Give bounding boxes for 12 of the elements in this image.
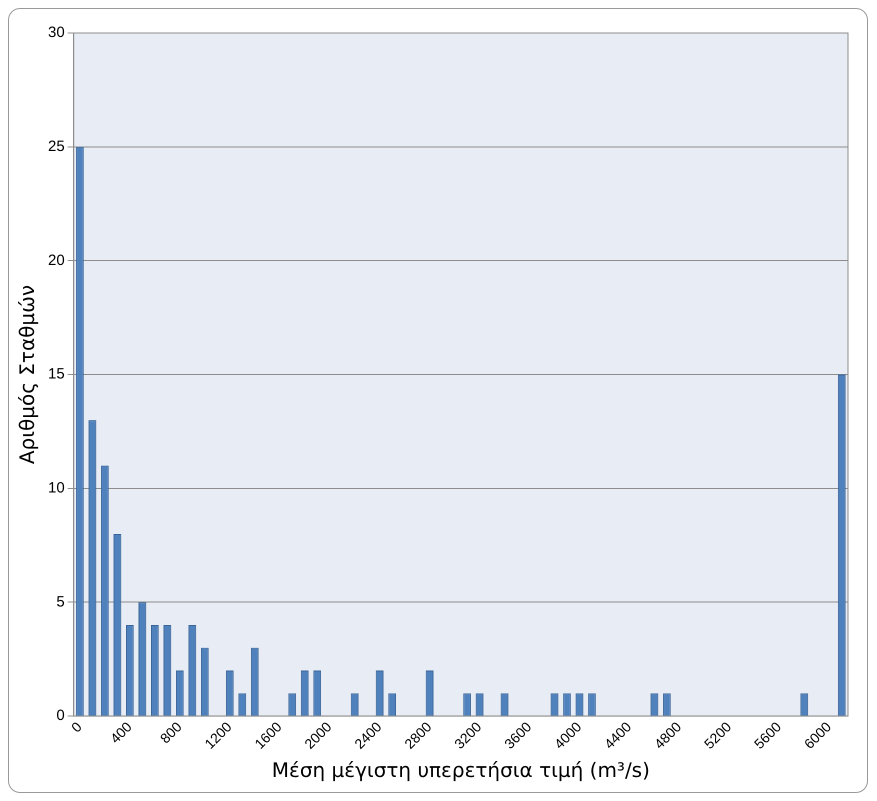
x-tick-label: 800: [156, 718, 185, 746]
y-tick-label: 0: [56, 707, 65, 724]
x-axis-title: Μέση μέγιστη υπερετήσια τιμή (m³/s): [272, 758, 650, 782]
y-tick-label: 5: [56, 593, 65, 610]
y-tick-label: 10: [48, 480, 65, 497]
x-tick-label: 0: [68, 718, 85, 736]
y-tick-label: 15: [48, 366, 65, 383]
x-tick-label: 400: [106, 718, 135, 746]
y-axis-title: Αριθμός Σταθμών: [15, 284, 40, 464]
y-tick-label: 25: [48, 138, 65, 155]
y-tick-label: 30: [48, 24, 65, 42]
y-tick-label: 20: [48, 252, 65, 269]
